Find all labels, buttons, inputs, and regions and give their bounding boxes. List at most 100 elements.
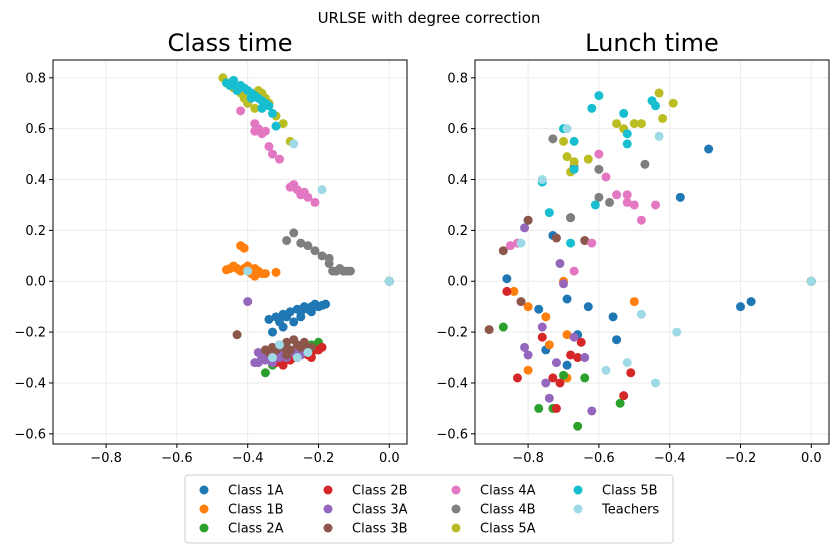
point-class-5a xyxy=(559,136,568,146)
point-class-4b xyxy=(605,197,615,207)
legend-marker xyxy=(323,523,333,533)
point-class-2b xyxy=(278,360,288,370)
legend-label: Teachers xyxy=(601,503,659,518)
legend-label: Class 4B xyxy=(480,503,536,518)
y-tick-label: 0.2 xyxy=(25,224,46,239)
x-tick-label: −0.8 xyxy=(512,451,544,466)
point-class-3a xyxy=(559,279,568,289)
point-class-4a xyxy=(587,238,597,248)
point-class-2b xyxy=(551,403,561,413)
point-class-5b xyxy=(232,83,242,93)
point-class-1a xyxy=(267,327,277,337)
point-class-1b xyxy=(509,286,519,296)
point-teachers xyxy=(672,327,682,337)
point-class-4a xyxy=(264,141,274,151)
x-tick-label: −0.6 xyxy=(161,451,193,466)
point-class-2a xyxy=(559,370,568,380)
point-class-2b xyxy=(576,337,586,347)
y-tick-label: 0.8 xyxy=(25,71,46,86)
point-class-5a xyxy=(562,152,572,162)
point-class-5b xyxy=(267,108,277,118)
point-class-4b xyxy=(282,236,292,246)
y-tick-label: −0.2 xyxy=(14,326,46,341)
point-class-4b xyxy=(324,253,334,263)
point-class-3a xyxy=(523,350,533,360)
point-class-3a xyxy=(580,353,590,363)
point-teachers xyxy=(806,276,816,286)
y-tick-label: 0.4 xyxy=(25,173,46,188)
point-teachers xyxy=(654,131,664,141)
point-class-4b xyxy=(548,134,558,144)
point-class-4a xyxy=(250,126,260,136)
x-tick-label: −0.2 xyxy=(725,451,757,466)
point-class-5b xyxy=(587,103,597,113)
point-class-1a xyxy=(583,302,593,312)
y-tick-label: −0.4 xyxy=(14,376,46,391)
x-tick-label: −0.2 xyxy=(303,451,335,466)
point-class-2b xyxy=(619,391,629,401)
point-teachers xyxy=(317,185,327,195)
point-class-3a xyxy=(541,378,551,388)
grid-lunch-time xyxy=(475,60,829,444)
point-class-2b xyxy=(512,373,522,383)
point-teachers xyxy=(384,276,394,286)
point-teachers xyxy=(289,139,299,149)
x-tick-label: −0.6 xyxy=(583,451,615,466)
point-class-5b xyxy=(619,108,629,118)
point-teachers xyxy=(292,353,302,363)
point-class-3a xyxy=(551,358,561,368)
legend-label: Class 4A xyxy=(480,484,536,499)
point-class-1a xyxy=(321,299,331,309)
point-teachers xyxy=(267,353,277,363)
point-class-3a xyxy=(555,258,565,268)
point-teachers xyxy=(243,266,253,276)
point-class-5a xyxy=(278,119,288,129)
point-class-4a xyxy=(310,197,320,207)
point-class-3a xyxy=(253,358,263,368)
point-class-1b xyxy=(221,265,231,275)
point-class-5b xyxy=(264,101,274,111)
point-class-5b xyxy=(544,208,554,218)
point-class-1a xyxy=(562,360,572,370)
point-class-1a xyxy=(746,297,756,307)
point-teachers xyxy=(601,365,611,375)
point-class-4b xyxy=(345,266,355,276)
legend-label: Class 1B xyxy=(228,503,284,518)
point-class-1b xyxy=(629,297,639,307)
point-class-1a xyxy=(534,304,544,314)
point-class-5b xyxy=(569,164,579,174)
point-class-1a xyxy=(608,312,618,322)
point-teachers xyxy=(303,347,313,357)
points-lunch-time xyxy=(484,88,816,431)
point-class-4a xyxy=(622,197,632,207)
point-class-2b xyxy=(548,373,558,383)
point-class-2b xyxy=(555,378,565,388)
point-class-3a xyxy=(520,223,530,233)
point-class-5b xyxy=(594,91,604,101)
y-tick-label: 0.6 xyxy=(25,122,46,137)
point-class-5a xyxy=(658,113,668,123)
point-class-3b xyxy=(232,330,242,340)
legend-marker xyxy=(451,504,461,514)
x-tick-label: −0.8 xyxy=(90,451,122,466)
point-class-4b xyxy=(317,251,327,261)
y-tick-label: 0.6 xyxy=(447,122,468,137)
point-class-1b xyxy=(523,365,533,375)
point-class-4a xyxy=(622,190,632,200)
point-class-1a xyxy=(675,192,685,202)
point-class-5a xyxy=(569,157,579,167)
point-class-2b xyxy=(317,342,327,352)
point-class-5b xyxy=(566,238,576,248)
y-tick-label: 0.2 xyxy=(447,224,468,239)
point-class-5a xyxy=(636,119,646,129)
y-tick-label: 0.4 xyxy=(447,173,468,188)
point-class-2a xyxy=(573,421,583,431)
point-class-3a xyxy=(520,342,530,352)
point-class-2b xyxy=(537,332,547,342)
point-class-4b xyxy=(303,241,313,251)
point-class-1b xyxy=(544,340,554,350)
legend-frame xyxy=(184,474,674,544)
point-class-2b xyxy=(573,353,583,363)
point-class-4b xyxy=(640,159,650,169)
point-class-4b xyxy=(566,213,576,223)
